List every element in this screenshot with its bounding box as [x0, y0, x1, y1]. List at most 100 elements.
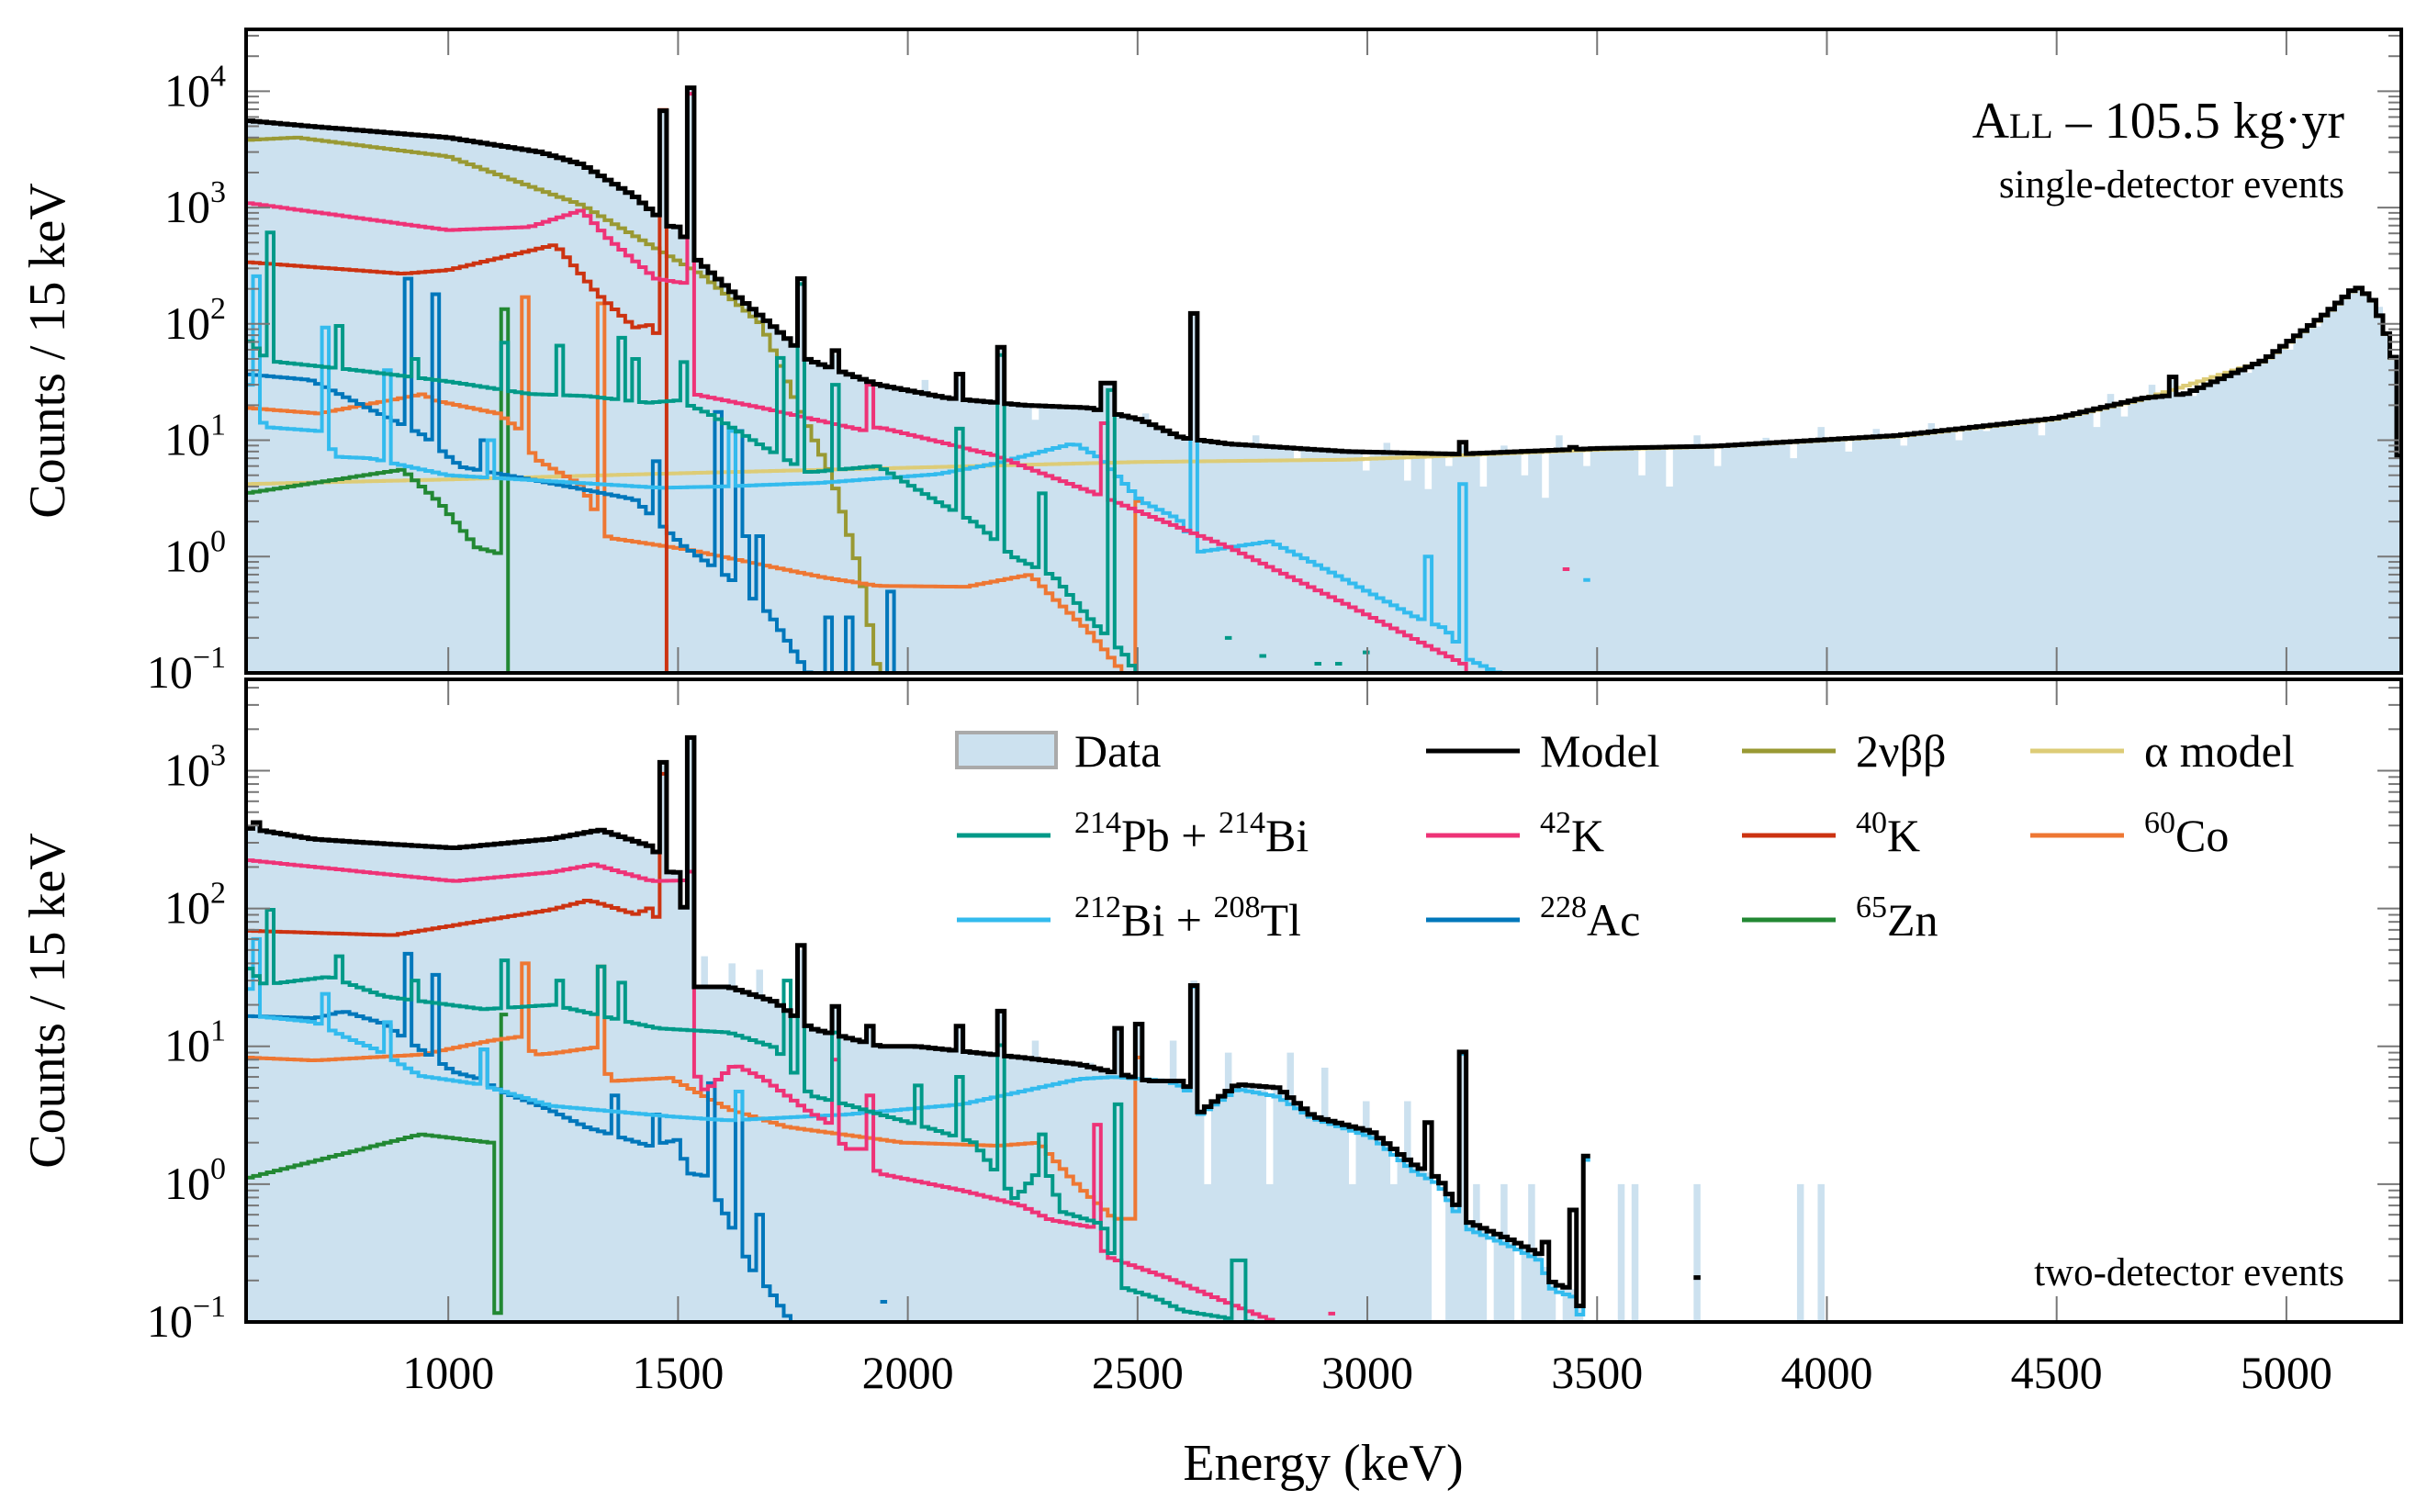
x-tick-label: 5000: [2241, 1347, 2332, 1398]
legend-item-ac228: 228Ac: [1426, 890, 1640, 946]
legend-label: 228Ac: [1540, 890, 1640, 946]
series-line-model: [246, 85, 2401, 459]
legend-label: 60Co: [2144, 806, 2229, 861]
y-tick-base: 10: [164, 181, 210, 232]
legend-text: K: [1887, 810, 1920, 861]
legend-mass-number: 228: [1540, 890, 1587, 924]
series-line-pb214: [246, 907, 1274, 1322]
data-histogram-fill: [246, 87, 2401, 673]
x-tick-labels: 1000 1500 2000 2500 3000 3500 4000 4500 5000: [402, 1347, 2332, 1398]
y-tick-base: 10: [147, 646, 193, 698]
legend-text: α model: [2144, 725, 2295, 777]
y-tick-base: 10: [164, 414, 210, 465]
panel-subtitle-two: two-detector events: [2034, 1251, 2344, 1294]
legend-item-data: Data: [955, 725, 1161, 777]
legend-mass-number: 212: [1074, 890, 1121, 924]
legend-mass-number: 214: [1074, 806, 1121, 840]
legend-text: 2νββ: [1856, 725, 1947, 777]
x-tick-label: 1500: [632, 1347, 724, 1398]
y-tick-exponent: 4: [210, 59, 226, 93]
y-tick-exponent: 1: [210, 409, 226, 442]
legend-text: Co: [2175, 810, 2229, 861]
y-tick-base: 10: [164, 1020, 210, 1071]
y-axis-label-bottom: Counts / 15 keV: [19, 833, 76, 1169]
y-tick-label: 10−1: [147, 641, 226, 698]
legend-label: 42K: [1540, 806, 1604, 861]
legend-mass-number: 214: [1219, 806, 1265, 840]
x-axis-label: Energy (keV): [1183, 1435, 1463, 1492]
legend-label: 212Bi + 208Tl: [1074, 890, 1301, 946]
legend-label: 40K: [1856, 806, 1920, 861]
legend-text: Pb +: [1121, 810, 1219, 861]
legend-mass-number: 208: [1213, 890, 1260, 924]
y-tick-base: 10: [164, 64, 210, 116]
series-line-k40: [246, 771, 667, 937]
legend-mass-number: 60: [2144, 806, 2175, 840]
panel-annotation-top: All – 105.5 kg·yr single-detector events: [1972, 93, 2345, 207]
series-line-zn65: [246, 1013, 509, 1316]
legend-label: Data: [1074, 725, 1161, 777]
legend-text: K: [1571, 810, 1604, 861]
y-tick-base: 10: [164, 530, 210, 581]
y-tick-label: 101: [164, 1014, 226, 1071]
legend-label: α model: [2144, 725, 2295, 777]
legend-label: Model: [1540, 725, 1660, 777]
series-line-k40: [246, 107, 674, 673]
x-tick-label: 1000: [402, 1347, 494, 1398]
y-tick-label: 102: [164, 292, 226, 349]
y-tick-label: 104: [164, 59, 226, 116]
legend-label: 65Zn: [1856, 890, 1938, 946]
y-tick-label: 100: [164, 524, 226, 581]
legend-text: Bi +: [1121, 894, 1213, 946]
axis-ticks: [246, 29, 2401, 674]
legend-text: Zn: [1887, 894, 1938, 946]
panel-subtitle-single: single-detector events: [1999, 163, 2344, 207]
y-tick-base: 10: [164, 297, 210, 349]
legend-mass-number: 65: [1856, 890, 1887, 924]
y-tick-exponent: 3: [210, 738, 226, 772]
legend-item-pb214: 214Pb + 214Bi: [957, 806, 1309, 861]
legend-item-model: Model: [1426, 725, 1660, 777]
y-tick-base: 10: [164, 882, 210, 934]
legend-mass-number: 42: [1540, 806, 1571, 840]
y-tick-label: 101: [164, 409, 226, 465]
x-tick-label: 4000: [1781, 1347, 1872, 1398]
y-tick-base: 10: [164, 744, 210, 795]
x-tick-label: 2500: [1092, 1347, 1184, 1398]
legend-label: 2νββ: [1856, 725, 1947, 777]
legend-mass-number: 40: [1856, 806, 1887, 840]
legend-text: Bi: [1265, 810, 1309, 861]
y-tick-exponent: −1: [193, 641, 226, 675]
legend-item-bb2nu: 2νββ: [1742, 725, 1947, 777]
x-tick-label: 3500: [1551, 1347, 1643, 1398]
legend-item-k42: 42K: [1426, 806, 1604, 861]
legend-label: 214Pb + 214Bi: [1074, 806, 1309, 861]
y-tick-label: 103: [164, 175, 226, 232]
y-tick-label: 103: [164, 738, 226, 795]
y-tick-exponent: 1: [210, 1014, 226, 1048]
legend-item-co60: 60Co: [2030, 806, 2229, 861]
y-tick-base: 10: [147, 1295, 193, 1347]
y-tick-base: 10: [164, 1158, 210, 1209]
legend-text: Ac: [1587, 894, 1640, 946]
y-tick-exponent: 3: [210, 175, 226, 209]
legend-item-bi212: 212Bi + 208Tl: [957, 890, 1301, 946]
series-line-bi212: [246, 274, 1590, 673]
panel-frame: [244, 28, 2403, 675]
plot-area: [246, 85, 2401, 673]
y-tick-label: 102: [164, 877, 226, 934]
y-tick-exponent: 2: [210, 292, 226, 326]
series-line-bi212: [246, 936, 1590, 1317]
x-tick-label: 3000: [1321, 1347, 1413, 1398]
series-line-model: [246, 734, 1701, 1308]
legend-text: Model: [1540, 725, 1660, 777]
legend-text: Data: [1074, 725, 1161, 777]
y-tick-exponent: −1: [193, 1290, 226, 1324]
y-tick-exponent: 2: [210, 877, 226, 911]
axis-ticks: [246, 679, 2401, 1323]
panel-frame: [244, 678, 2403, 1324]
